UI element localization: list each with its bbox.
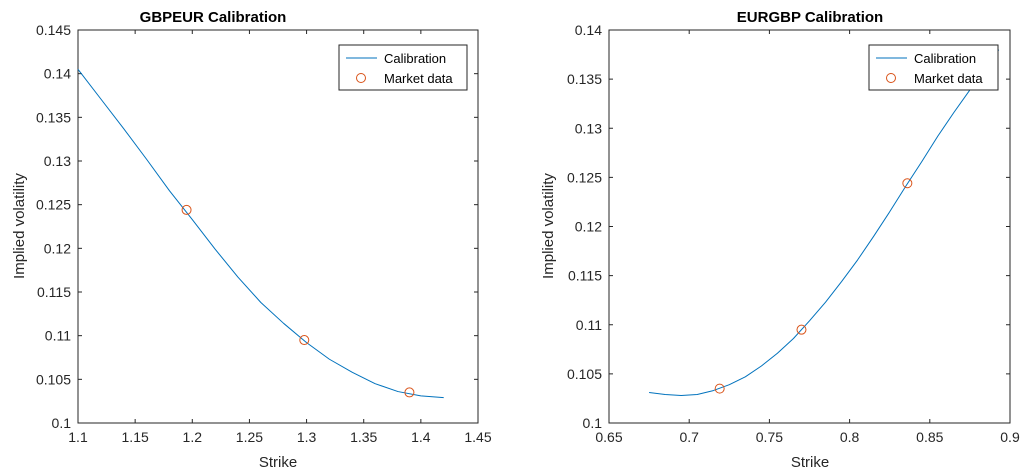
y-tick-label: 0.13: [575, 120, 602, 136]
series-marks: [649, 49, 1000, 396]
legend: Calibration Market data: [868, 44, 999, 91]
legend-entry-label: Market data: [384, 71, 453, 86]
x-axis-label: Strike: [259, 454, 297, 471]
y-tick-label: 0.115: [37, 284, 71, 300]
y-tick-label: 0.12: [575, 219, 602, 235]
market-data-point: [714, 383, 725, 394]
legend-marker-swatch: [886, 73, 896, 83]
x-tick-label: 0.85: [916, 429, 943, 445]
x-tick-label: 0.65: [595, 429, 622, 445]
x-tick-label: 0.75: [756, 429, 783, 445]
legend-entry-label: Market data: [914, 71, 983, 86]
market-data-point: [902, 178, 913, 189]
axis-ticks: 0.65 0.7 0.75 0.8 0.85 0.9 0.1 0.105 0.11 0.115 0.…: [567, 22, 1020, 445]
x-tick-label: 1.2: [183, 429, 203, 445]
x-tick-label: 1.3: [297, 429, 317, 445]
y-tick-label: 0.105: [567, 366, 602, 382]
eurgbp-calibration-panel: EURGBP Calibration Strike Implied volati…: [540, 9, 1020, 471]
x-tick-label: 1.25: [236, 429, 263, 445]
y-tick-label: 0.14: [44, 66, 71, 82]
chart-title: GBPEUR Calibration: [140, 9, 287, 26]
y-tick-label: 0.105: [36, 371, 71, 387]
y-axis-label: Implied volatility: [11, 173, 28, 279]
market-data-point: [404, 387, 415, 398]
axis-ticks: 1.1 1.15 1.2 1.25 1.3 1.35 1.4 1.45 0.1 0.105 0.11…: [36, 22, 492, 445]
gbpeur-calibration-panel: GBPEUR Calibration Strike Implied volati…: [11, 9, 492, 471]
y-tick-label: 0.1: [583, 415, 603, 431]
x-tick-label: 0.9: [1000, 429, 1020, 445]
y-tick-label: 0.1: [52, 415, 72, 431]
legend-entry-label: Calibration: [384, 51, 446, 66]
plot-area: [77, 29, 479, 424]
y-tick-label: 0.125: [36, 197, 71, 213]
plot-area: [608, 29, 1011, 424]
y-tick-label: 0.115: [568, 268, 602, 284]
y-tick-label: 0.125: [567, 169, 602, 185]
x-tick-label: 0.8: [840, 429, 860, 445]
x-axis-label: Strike: [791, 454, 829, 471]
x-tick-label: 0.7: [679, 429, 699, 445]
legend-marker-swatch: [356, 73, 366, 83]
legend: Calibration Market data: [338, 44, 468, 91]
y-tick-label: 0.13: [44, 153, 71, 169]
y-tick-label: 0.135: [567, 71, 602, 87]
y-tick-label: 0.12: [44, 240, 71, 256]
y-axis-label: Implied volatility: [540, 173, 557, 279]
series-marks: [77, 68, 444, 399]
x-tick-label: 1.35: [350, 429, 377, 445]
legend-entry-label: Calibration: [914, 51, 976, 66]
x-tick-label: 1.1: [68, 429, 88, 445]
y-tick-label: 0.135: [36, 109, 71, 125]
x-tick-label: 1.15: [122, 429, 149, 445]
x-tick-label: 1.45: [464, 429, 491, 445]
chart-title: EURGBP Calibration: [737, 9, 883, 26]
market-data-point: [299, 335, 310, 346]
x-tick-label: 1.4: [411, 429, 431, 445]
market-data-point: [796, 324, 807, 335]
calibration-curve: [77, 68, 444, 399]
y-tick-label: 0.145: [36, 22, 71, 38]
y-tick-label: 0.11: [45, 328, 71, 344]
y-tick-label: 0.11: [576, 317, 602, 333]
market-data-point: [181, 204, 192, 215]
y-tick-label: 0.14: [575, 22, 602, 38]
calibration-curve: [649, 49, 1000, 396]
